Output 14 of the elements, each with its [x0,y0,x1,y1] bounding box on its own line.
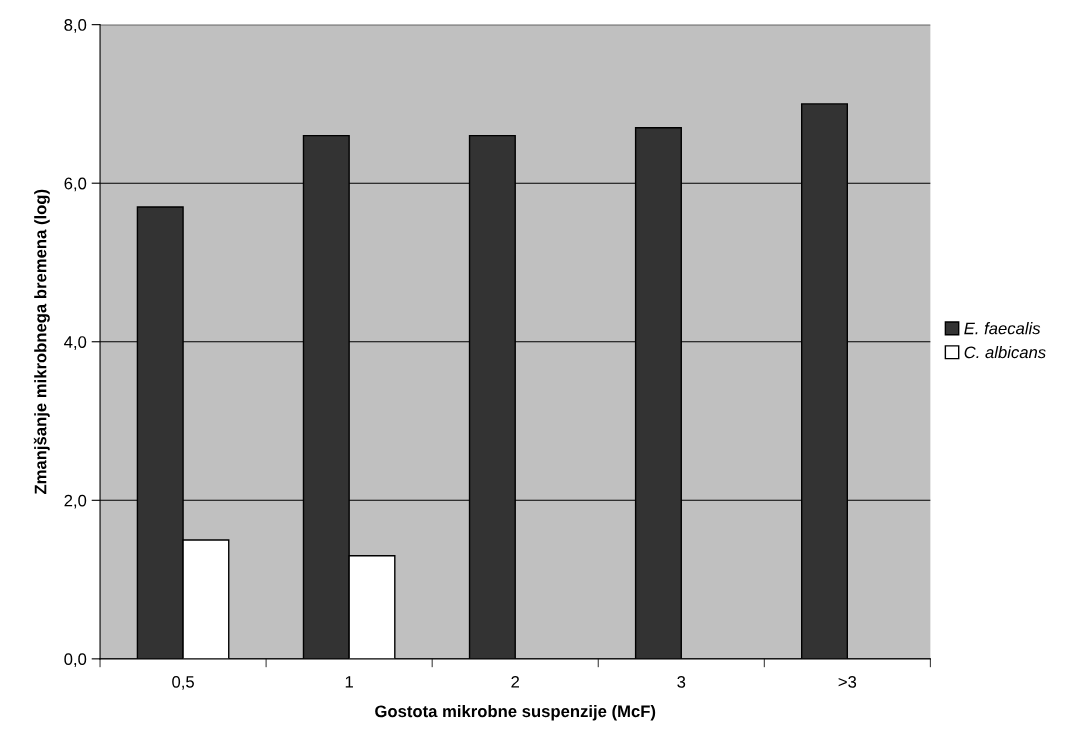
y-tick-label: 2,0 [64,494,87,509]
x-tick-label: 2 [511,675,519,688]
legend-label: C. albicans [964,346,1046,359]
x-axis-title: Gostota mikrobne suspenzije (McF) [375,704,656,721]
x-tick-label: >3 [838,675,857,688]
y-axis-title: Zmanjšanje mikrobnega bremena (log) [33,189,50,495]
y-tick-label: 0,0 [64,653,87,668]
x-tick-label: 3 [677,675,686,688]
y-tick-label: 8,0 [64,19,87,33]
y-tick-label: 4,0 [64,336,87,350]
x-tick-label: 0,5 [172,675,194,690]
legend-label: E. faecalis [964,322,1041,335]
x-tick-label: 1 [345,676,353,688]
y-tick-label: 6,0 [64,177,87,192]
